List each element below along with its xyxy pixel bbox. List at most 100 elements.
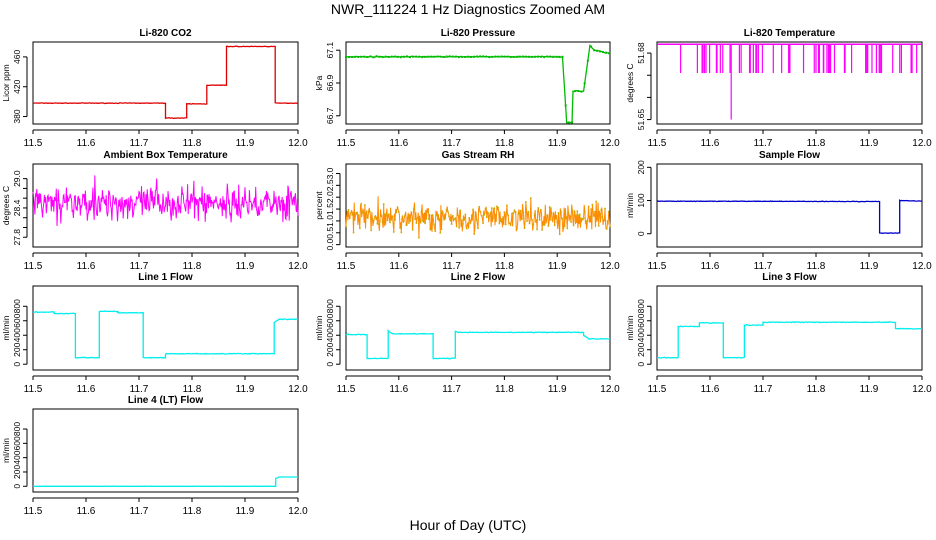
data-point xyxy=(438,219,440,222)
data-point xyxy=(571,209,574,212)
data-point xyxy=(355,212,357,214)
panel-1: Li-820 CO2 11.5 11.6 11.7 11.8 11.9 12.0 380 420… xyxy=(1,28,308,149)
y-tick-label: 200 xyxy=(636,342,646,356)
data-point xyxy=(552,55,555,58)
y-tick-label: 400 xyxy=(12,450,22,464)
data-point xyxy=(377,223,380,225)
data-series xyxy=(657,320,923,359)
data-point xyxy=(550,207,552,210)
data-point xyxy=(457,56,460,59)
panel-2: Li-820 Pressure 11.5 11.6 11.7 11.8 11.9 12.0 6… xyxy=(314,28,620,149)
data-point xyxy=(452,215,454,217)
y-axis-label: ml/min xyxy=(625,193,635,218)
data-point xyxy=(530,197,532,199)
series-line xyxy=(345,328,611,360)
plot-frame xyxy=(656,41,923,125)
data-point xyxy=(392,231,395,233)
y-axis-label: ml/min xyxy=(1,315,11,340)
data-point xyxy=(491,55,494,58)
data-point xyxy=(451,55,454,58)
y-tick-label: 200 xyxy=(12,465,22,479)
series-line xyxy=(656,199,923,234)
y-axis-label: Licor ppm xyxy=(1,64,11,101)
data-point xyxy=(507,214,509,217)
data-point xyxy=(512,55,515,58)
data-point xyxy=(372,220,375,222)
figure-title: NWR_111224 1 Hz Diagnostics Zoomed AM xyxy=(330,1,606,17)
data-point xyxy=(564,104,567,107)
x-tick-label: 11.7 xyxy=(442,384,461,395)
x-tick-label: 11.9 xyxy=(236,138,255,149)
data-point xyxy=(369,211,371,213)
x-tick-label: 11.9 xyxy=(548,384,567,395)
series-line xyxy=(657,320,923,359)
panel-title: Line 3 Flow xyxy=(762,272,817,283)
y-tick-label: 2.5 xyxy=(325,179,335,191)
data-point xyxy=(348,217,351,220)
x-tick-label: 11.6 xyxy=(701,138,720,149)
data-point xyxy=(430,55,433,58)
data-point xyxy=(431,214,434,216)
data-point xyxy=(523,227,526,229)
data-point xyxy=(345,225,347,228)
data-point xyxy=(594,210,596,213)
x-tick-label: 11.5 xyxy=(648,138,667,149)
data-point xyxy=(524,55,527,58)
x-tick-label: 11.6 xyxy=(77,384,96,395)
data-point xyxy=(479,55,482,58)
data-point xyxy=(421,56,424,59)
y-tick-label: 600 xyxy=(636,313,646,327)
y-tick-label: 66.7 xyxy=(325,107,335,124)
x-tick-label: 11.8 xyxy=(183,384,202,395)
x-tick-label: 11.9 xyxy=(548,261,567,272)
data-point xyxy=(542,224,545,226)
x-tick-label: 12.0 xyxy=(288,506,308,517)
data-point xyxy=(519,209,522,212)
x-tick-label: 11.9 xyxy=(548,138,567,149)
panel-title: Li-820 Temperature xyxy=(744,28,836,39)
data-point xyxy=(410,211,413,214)
data-point xyxy=(419,220,421,222)
data-point xyxy=(406,216,409,219)
data-point xyxy=(345,56,347,59)
data-point xyxy=(517,213,520,215)
data-point xyxy=(400,231,403,234)
x-tick-label: 11.7 xyxy=(754,261,773,272)
data-point xyxy=(463,55,466,58)
data-point xyxy=(352,231,355,234)
x-tick-label: 11.9 xyxy=(860,138,879,149)
data-point xyxy=(439,55,442,58)
data-point xyxy=(543,224,546,226)
data-point xyxy=(403,220,405,223)
plot-frame xyxy=(32,285,299,371)
data-point xyxy=(394,219,396,221)
x-tick-label: 11.9 xyxy=(860,384,879,395)
x-tick-label: 12.0 xyxy=(600,261,620,272)
data-point xyxy=(390,55,393,58)
data-point xyxy=(444,217,447,220)
data-point xyxy=(399,227,401,229)
x-tick-label: 11.8 xyxy=(183,261,202,272)
data-point xyxy=(511,212,513,215)
data-point xyxy=(500,55,503,58)
data-point xyxy=(509,56,512,59)
data-point xyxy=(494,213,497,216)
data-point xyxy=(472,208,474,211)
data-point xyxy=(487,212,489,214)
data-point xyxy=(411,228,414,231)
x-tick-label: 11.5 xyxy=(648,261,667,272)
data-point xyxy=(384,213,386,215)
x-tick-label: 11.7 xyxy=(130,506,149,517)
data-point xyxy=(364,204,366,206)
y-tick-label: 200 xyxy=(12,342,22,356)
data-point xyxy=(532,223,535,226)
panel-3: Li-820 Temperature 11.5 11.6 11.7 11.8 11.9 12… xyxy=(625,28,932,149)
x-tick-label: 11.8 xyxy=(495,261,514,272)
data-point xyxy=(420,211,423,213)
panel-8: Line 2 Flow 11.5 11.6 11.7 11.8 11.9 12.0 0 2004… xyxy=(314,272,620,395)
data-point xyxy=(570,221,572,223)
data-point xyxy=(365,212,367,215)
data-point xyxy=(562,227,565,230)
data-point xyxy=(486,216,488,219)
data-point xyxy=(605,227,608,230)
